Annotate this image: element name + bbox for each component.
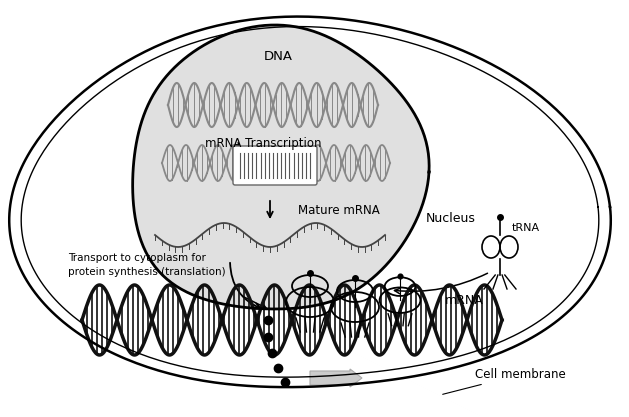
Polygon shape — [9, 17, 611, 387]
Text: Mature mRNA: Mature mRNA — [298, 203, 380, 216]
FancyBboxPatch shape — [233, 146, 317, 185]
Text: tRNA: tRNA — [512, 223, 540, 233]
Text: DNA: DNA — [264, 50, 292, 63]
Text: Nucleus: Nucleus — [426, 211, 476, 224]
FancyArrow shape — [310, 369, 362, 387]
Text: Transport to cytoplasm for
protein synthesis (translation): Transport to cytoplasm for protein synth… — [68, 254, 226, 276]
Text: mRNA: mRNA — [445, 294, 484, 306]
Text: mRNA Transcription: mRNA Transcription — [205, 136, 321, 150]
Text: Cell membrane: Cell membrane — [443, 368, 565, 394]
Polygon shape — [133, 25, 429, 309]
